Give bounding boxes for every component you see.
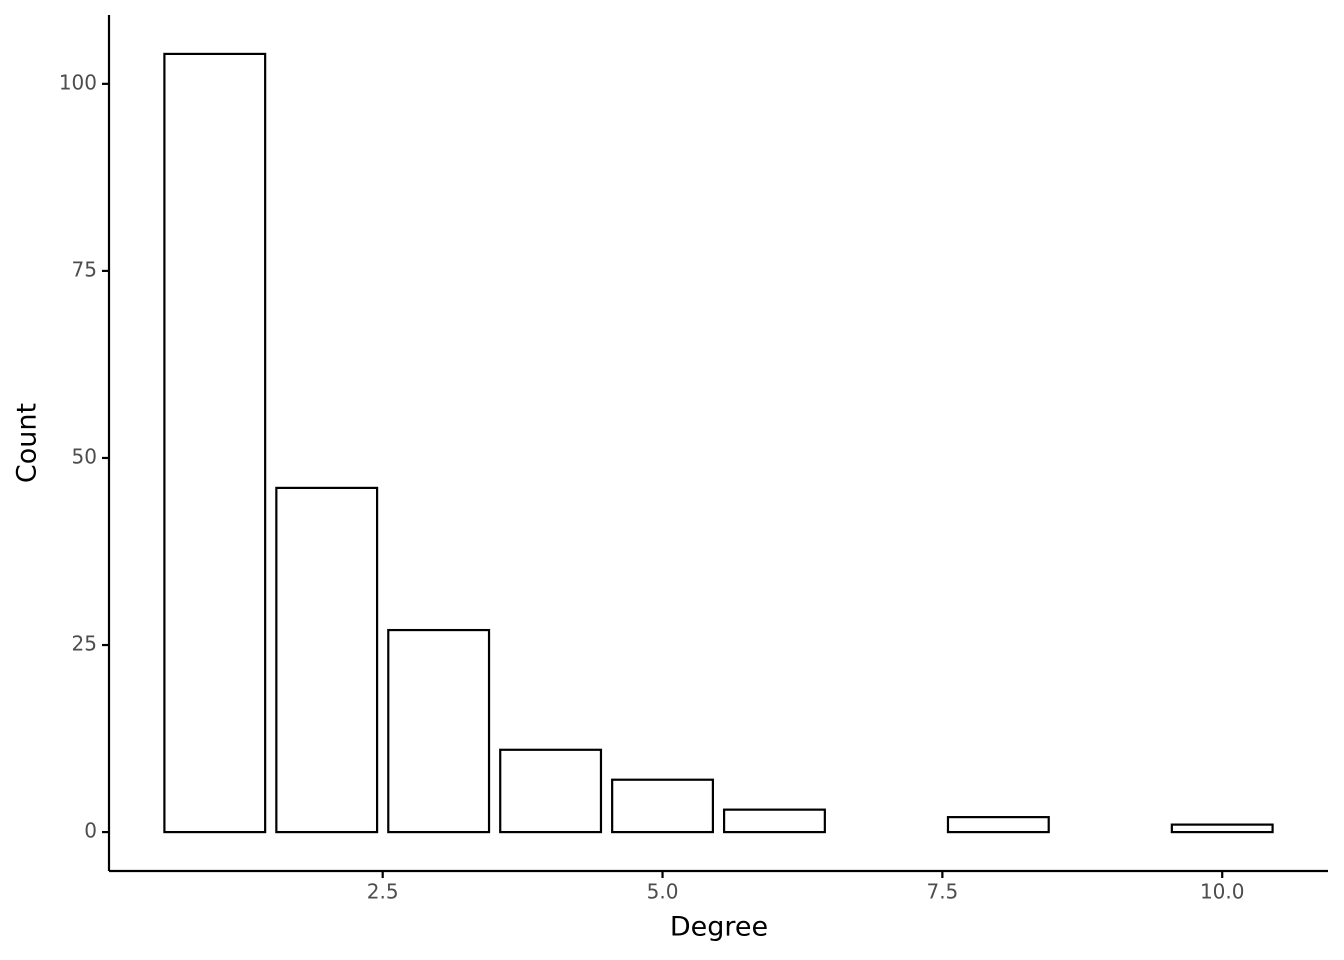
x-tick-label: 10.0 — [1200, 880, 1245, 904]
bar — [499, 748, 603, 834]
y-tick-label: 25 — [72, 632, 97, 656]
bar — [1170, 823, 1274, 834]
bar — [163, 52, 267, 834]
y-tick-label: 75 — [72, 257, 97, 281]
x-axis-title: Degree — [670, 912, 768, 943]
x-tick-label: 5.0 — [647, 880, 679, 904]
bar — [387, 628, 491, 834]
y-tick-label: 50 — [72, 444, 97, 468]
y-tick-label: 100 — [59, 70, 97, 94]
y-tick-label: 0 — [84, 819, 97, 843]
x-tick-label: 7.5 — [926, 880, 958, 904]
bar — [722, 808, 826, 834]
bar — [946, 816, 1050, 834]
y-axis-title: Count — [12, 403, 43, 483]
bar — [275, 486, 379, 834]
bar — [611, 778, 715, 834]
x-tick-label: 2.5 — [367, 880, 399, 904]
